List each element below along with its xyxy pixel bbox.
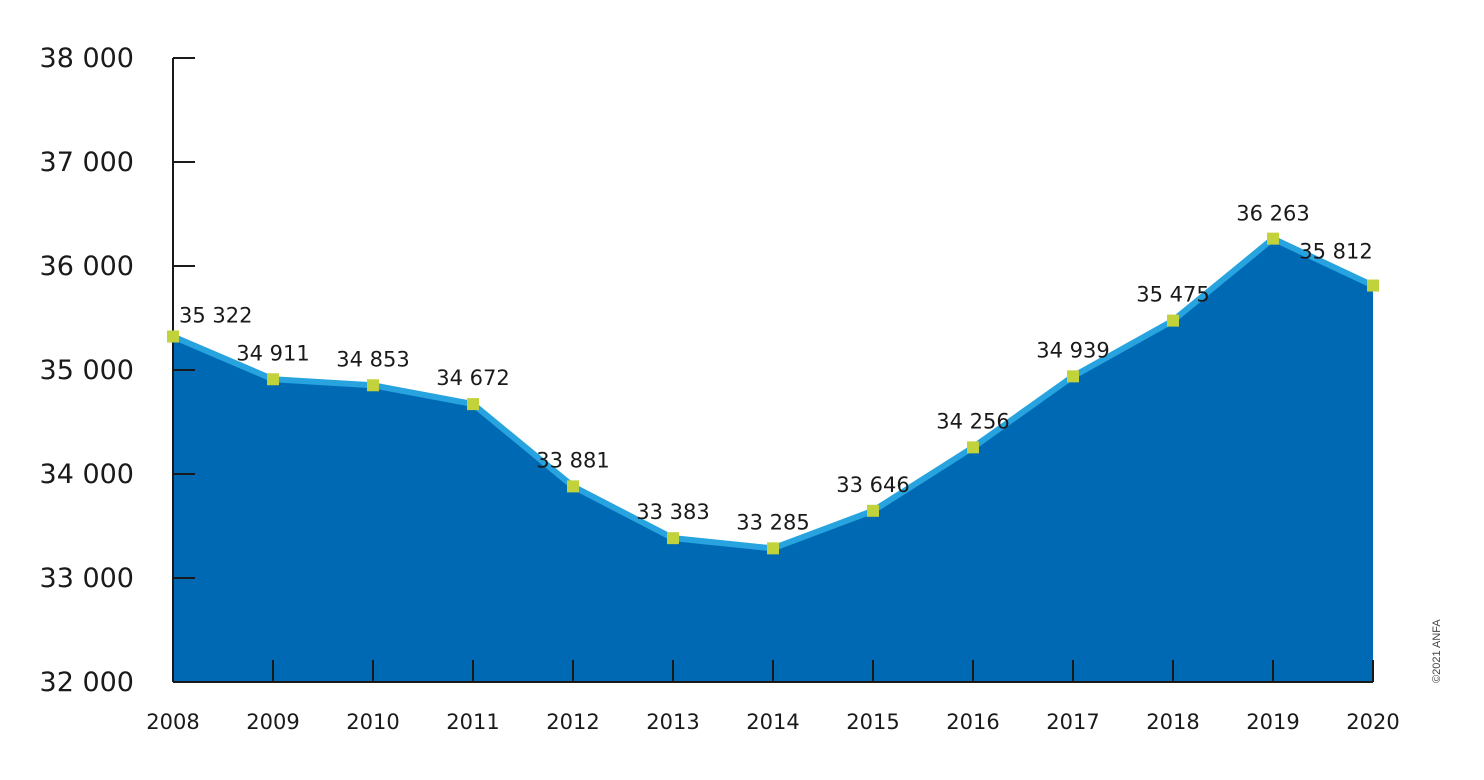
marker-layer xyxy=(167,232,1379,555)
x-tick-label: 2013 xyxy=(646,710,699,734)
data-point-marker xyxy=(367,379,379,392)
x-tick-label: 2010 xyxy=(346,710,399,734)
x-tick-label: 2015 xyxy=(846,710,899,734)
data-label: 36 263 xyxy=(1236,202,1309,226)
data-point-marker xyxy=(467,398,479,411)
x-tick-label: 2020 xyxy=(1346,710,1399,734)
data-point-marker xyxy=(567,480,579,493)
data-label: 33 881 xyxy=(536,448,609,472)
x-tick-label: 2009 xyxy=(246,710,299,734)
data-label: 34 939 xyxy=(1036,338,1109,362)
x-tick-label: 2019 xyxy=(1246,710,1299,734)
y-tick-label: 38 000 xyxy=(40,43,134,74)
data-label: 33 285 xyxy=(736,510,809,534)
y-tick-label: 35 000 xyxy=(40,355,134,386)
x-tick-label: 2012 xyxy=(546,710,599,734)
y-tick-label: 33 000 xyxy=(40,563,134,594)
data-label: 34 672 xyxy=(436,366,509,390)
data-point-marker xyxy=(767,542,779,555)
data-point-marker xyxy=(967,441,979,454)
data-point-marker xyxy=(1267,232,1279,245)
copyright-credit: ©2021 ANFA xyxy=(1431,619,1443,683)
data-point-marker xyxy=(267,373,279,386)
y-tick-label: 36 000 xyxy=(40,251,134,282)
x-tick-label: 2016 xyxy=(946,710,999,734)
y-tick-label: 32 000 xyxy=(40,667,134,698)
data-label: 35 475 xyxy=(1136,283,1209,307)
y-tick-label: 37 000 xyxy=(40,147,134,178)
y-tick-label: 34 000 xyxy=(40,459,134,490)
data-point-marker xyxy=(1367,279,1379,292)
x-tick-label: 2011 xyxy=(446,710,499,734)
data-label: 35 812 xyxy=(1299,240,1372,264)
axis-layer: 38 000 37 000 36 000 35 000 34 000 33 000 32 0… xyxy=(40,43,1400,734)
x-tick-label: 2014 xyxy=(746,710,799,734)
x-tick-label: 2018 xyxy=(1146,710,1199,734)
data-label: 33 646 xyxy=(836,473,909,497)
data-label: 34 256 xyxy=(936,409,1009,433)
data-label: 35 322 xyxy=(179,304,252,328)
x-tick-label: 2017 xyxy=(1046,710,1099,734)
data-label: 33 383 xyxy=(636,500,709,524)
data-label: 34 853 xyxy=(336,347,409,371)
data-point-marker xyxy=(867,504,879,517)
area-fill xyxy=(173,238,1373,682)
data-point-marker xyxy=(1067,370,1079,383)
data-point-marker xyxy=(167,330,179,343)
data-point-marker xyxy=(667,532,679,545)
x-tick-label: 2008 xyxy=(146,710,199,734)
data-label: 34 911 xyxy=(236,341,309,365)
data-point-marker xyxy=(1167,314,1179,327)
label-layer: 35 322 34 911 34 853 34 672 33 881 33 383 33 2… xyxy=(179,202,1373,535)
